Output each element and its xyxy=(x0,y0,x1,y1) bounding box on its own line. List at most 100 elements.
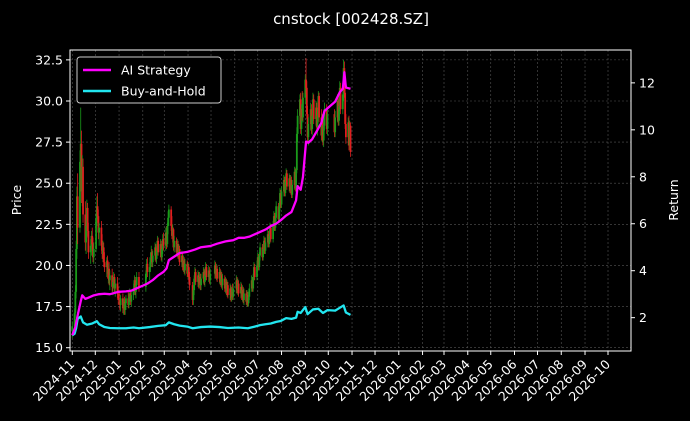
candle-body xyxy=(173,240,176,248)
candle-body xyxy=(92,249,95,258)
candle-body xyxy=(130,295,133,302)
y2-tick-label: 6 xyxy=(639,216,647,231)
candle-body xyxy=(307,124,310,138)
candle-body xyxy=(295,170,297,189)
y-tick-label: 27.5 xyxy=(35,135,63,150)
candle-body xyxy=(79,161,81,228)
y-axis-ticks: 15.0 17.5 20.0 22.5 25.0 27.5 30.0 32.5 xyxy=(35,52,70,355)
candle-body xyxy=(106,260,109,274)
candle-body xyxy=(108,275,111,281)
chart-title: cnstock [002428.SZ] xyxy=(273,10,429,28)
candle-body xyxy=(167,209,170,218)
candle-body xyxy=(323,109,326,126)
candle-body xyxy=(334,117,337,133)
candle-body xyxy=(285,173,288,187)
candle-body xyxy=(87,230,90,253)
candle-body xyxy=(135,276,138,286)
candle-body xyxy=(302,97,304,118)
candle-body xyxy=(312,99,315,120)
buy-and-hold-line xyxy=(71,304,352,337)
candle-body xyxy=(316,115,319,128)
candle-body xyxy=(284,181,287,194)
candle-body xyxy=(192,290,195,301)
y-tick-label: 17.5 xyxy=(35,299,63,314)
candle-body xyxy=(264,242,267,251)
candle-body xyxy=(345,124,347,138)
candle-body xyxy=(144,273,147,287)
y-tick-label: 32.5 xyxy=(35,52,63,67)
candle-body xyxy=(155,250,158,259)
candle-body xyxy=(339,87,342,110)
candle-body xyxy=(253,267,256,277)
candle-body xyxy=(100,227,103,246)
candle-body xyxy=(305,87,308,115)
candle-body xyxy=(311,115,314,129)
y2-axis-ticks: 2 4 6 8 10 12 xyxy=(631,75,655,325)
candle-body xyxy=(114,283,117,289)
grid xyxy=(70,50,631,351)
candle-body xyxy=(248,288,251,297)
candle-body xyxy=(167,217,169,226)
candle-body xyxy=(91,235,94,245)
y2-tick-label: 10 xyxy=(639,122,655,137)
candle-body xyxy=(148,267,151,273)
candle-body xyxy=(184,263,186,271)
candle-body xyxy=(262,249,265,258)
candle-body xyxy=(295,133,298,171)
candle-body xyxy=(341,94,344,110)
candle-body xyxy=(103,262,106,268)
candle-body xyxy=(74,291,77,314)
candle-body xyxy=(300,109,303,129)
candle-body xyxy=(200,278,202,286)
y-tick-label: 22.5 xyxy=(35,217,63,232)
candle-body xyxy=(338,105,340,121)
candle-body xyxy=(344,92,347,125)
candle-body xyxy=(113,276,116,289)
candle-body xyxy=(278,206,281,220)
candle-body xyxy=(187,267,190,277)
candle-body xyxy=(221,278,224,286)
candle-body xyxy=(149,257,152,268)
candle-body xyxy=(247,296,250,304)
candle-body xyxy=(216,268,219,279)
candle-body xyxy=(128,296,130,305)
candle-body xyxy=(305,79,307,88)
candle-body xyxy=(194,272,197,282)
y2-tick-label: 8 xyxy=(639,169,647,184)
candle-body xyxy=(71,326,74,332)
candle-body xyxy=(188,276,191,286)
candle-body xyxy=(272,225,274,240)
candle-body xyxy=(252,276,255,289)
candle-body xyxy=(258,255,261,268)
y-tick-label: 20.0 xyxy=(35,258,63,273)
candle-body xyxy=(237,283,240,294)
y2-tick-label: 2 xyxy=(639,310,647,325)
candle-body xyxy=(162,239,165,246)
candle-body xyxy=(322,125,325,141)
candle-body xyxy=(349,125,352,152)
candle-body xyxy=(157,240,160,253)
legend-label-ai-strategy: AI Strategy xyxy=(121,63,191,78)
candle-body xyxy=(132,288,135,296)
candle-body xyxy=(89,245,92,253)
candle-body xyxy=(98,227,101,233)
ai-strategy-line xyxy=(71,71,351,336)
candle-body xyxy=(97,216,100,233)
candle-body xyxy=(111,275,114,287)
candle-body xyxy=(95,219,97,250)
y-tick-label: 25.0 xyxy=(35,176,63,191)
candle-body xyxy=(226,285,229,296)
candle-body xyxy=(232,288,235,297)
candle-body xyxy=(85,225,87,243)
candle-body xyxy=(76,196,79,228)
y2-tick-label: 12 xyxy=(639,75,655,90)
candle-body xyxy=(75,249,78,292)
candle-body xyxy=(259,247,261,256)
candle-body xyxy=(170,209,173,226)
candle-body xyxy=(178,249,181,263)
candle-body xyxy=(86,207,89,231)
candle-body xyxy=(203,275,206,282)
candle-body xyxy=(146,263,149,273)
candle-body xyxy=(138,276,140,287)
